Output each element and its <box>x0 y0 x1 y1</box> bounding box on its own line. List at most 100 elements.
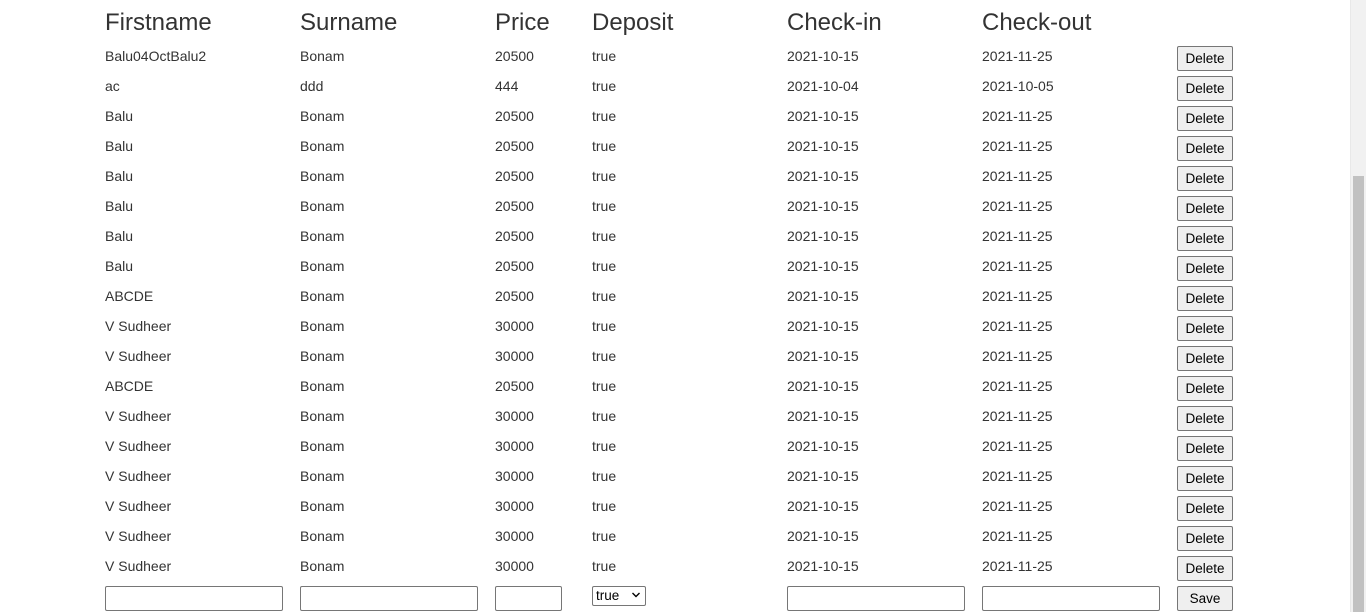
delete-button[interactable]: Delete <box>1177 136 1233 161</box>
cell-checkin: 2021-10-15 <box>787 348 859 364</box>
deposit-select-value: true <box>596 588 620 603</box>
delete-button[interactable]: Delete <box>1177 76 1233 101</box>
delete-button[interactable]: Delete <box>1177 226 1233 251</box>
save-button[interactable]: Save <box>1177 586 1233 611</box>
table-row: V Sudheer Bonam 30000 true 2021-10-15 2021-11… <box>0 344 1350 374</box>
cell-price: 30000 <box>495 558 534 574</box>
surname-input[interactable] <box>300 586 478 611</box>
scrollbar-thumb[interactable] <box>1353 176 1364 612</box>
delete-button[interactable]: Delete <box>1177 376 1233 401</box>
cell-deposit: true <box>592 438 617 454</box>
delete-button[interactable]: Delete <box>1177 256 1233 281</box>
header-checkin: Check-in <box>787 9 882 36</box>
cell-firstname: Balu <box>105 108 134 124</box>
cell-checkout: 2021-11-25 <box>982 258 1053 274</box>
cell-price: 20500 <box>495 168 534 184</box>
cell-firstname: V Sudheer <box>105 468 172 484</box>
cell-price: 30000 <box>495 348 534 364</box>
cell-checkout: 2021-11-25 <box>982 438 1053 454</box>
cell-deposit: true <box>592 498 617 514</box>
cell-price: 20500 <box>495 258 534 274</box>
deposit-select[interactable]: true <box>592 586 646 606</box>
table-row: Balu Bonam 20500 true 2021-10-15 2021-11-25 De… <box>0 104 1350 134</box>
cell-checkin: 2021-10-15 <box>787 498 859 514</box>
vertical-scrollbar[interactable] <box>1350 0 1366 612</box>
cell-deposit: true <box>592 378 617 394</box>
cell-price: 20500 <box>495 228 534 244</box>
cell-firstname: V Sudheer <box>105 408 172 424</box>
chevron-down-icon <box>632 592 640 598</box>
delete-button[interactable]: Delete <box>1177 436 1233 461</box>
cell-checkin: 2021-10-15 <box>787 258 859 274</box>
price-input[interactable] <box>495 586 562 611</box>
cell-checkin: 2021-10-15 <box>787 558 859 574</box>
table-row: V Sudheer Bonam 30000 true 2021-10-15 2021-11… <box>0 554 1350 584</box>
cell-checkin: 2021-10-15 <box>787 378 859 394</box>
checkout-input[interactable] <box>982 586 1160 611</box>
delete-button[interactable]: Delete <box>1177 166 1233 191</box>
delete-button[interactable]: Delete <box>1177 406 1233 431</box>
cell-deposit: true <box>592 258 617 274</box>
delete-button[interactable]: Delete <box>1177 496 1233 521</box>
cell-checkout: 2021-11-25 <box>982 378 1053 394</box>
cell-surname: Bonam <box>300 528 345 544</box>
cell-deposit: true <box>592 168 617 184</box>
cell-checkin: 2021-10-15 <box>787 138 859 154</box>
cell-deposit: true <box>592 528 617 544</box>
cell-checkout: 2021-11-25 <box>982 558 1053 574</box>
cell-checkout: 2021-11-25 <box>982 48 1053 64</box>
table-row: Balu Bonam 20500 true 2021-10-15 2021-11-25 De… <box>0 134 1350 164</box>
cell-deposit: true <box>592 78 617 94</box>
delete-button[interactable]: Delete <box>1177 316 1233 341</box>
cell-firstname: Balu <box>105 138 134 154</box>
cell-price: 20500 <box>495 48 534 64</box>
delete-button[interactable]: Delete <box>1177 466 1233 491</box>
cell-surname: Bonam <box>300 408 345 424</box>
delete-button[interactable]: Delete <box>1177 196 1233 221</box>
cell-checkin: 2021-10-15 <box>787 468 859 484</box>
firstname-input[interactable] <box>105 586 283 611</box>
cell-surname: Bonam <box>300 258 345 274</box>
cell-firstname: ac <box>105 78 120 94</box>
table-row: ac ddd 444 true 2021-10-04 2021-10-05 Delete <box>0 74 1350 104</box>
cell-checkout: 2021-11-25 <box>982 468 1053 484</box>
cell-checkout: 2021-11-25 <box>982 408 1053 424</box>
table-row: V Sudheer Bonam 30000 true 2021-10-15 2021-11… <box>0 404 1350 434</box>
cell-price: 20500 <box>495 378 534 394</box>
table-row: V Sudheer Bonam 30000 true 2021-10-15 2021-11… <box>0 494 1350 524</box>
cell-checkin: 2021-10-15 <box>787 288 859 304</box>
cell-surname: Bonam <box>300 438 345 454</box>
cell-surname: Bonam <box>300 108 345 124</box>
cell-checkin: 2021-10-15 <box>787 48 859 64</box>
checkin-input[interactable] <box>787 586 965 611</box>
delete-button[interactable]: Delete <box>1177 526 1233 551</box>
table-row: Balu Bonam 20500 true 2021-10-15 2021-11-25 De… <box>0 194 1350 224</box>
delete-button[interactable]: Delete <box>1177 346 1233 371</box>
cell-deposit: true <box>592 108 617 124</box>
cell-price: 30000 <box>495 468 534 484</box>
cell-price: 30000 <box>495 408 534 424</box>
cell-firstname: Balu <box>105 258 134 274</box>
cell-surname: Bonam <box>300 228 345 244</box>
header-firstname: Firstname <box>105 9 212 36</box>
cell-surname: Bonam <box>300 378 345 394</box>
cell-deposit: true <box>592 288 617 304</box>
delete-button[interactable]: Delete <box>1177 106 1233 131</box>
cell-checkin: 2021-10-15 <box>787 198 859 214</box>
delete-button[interactable]: Delete <box>1177 286 1233 311</box>
header-surname: Surname <box>300 9 398 36</box>
delete-button[interactable]: Delete <box>1177 46 1233 71</box>
table-row: ABCDE Bonam 20500 true 2021-10-15 2021-11-25 D… <box>0 284 1350 314</box>
cell-surname: Bonam <box>300 138 345 154</box>
cell-firstname: V Sudheer <box>105 438 172 454</box>
cell-checkin: 2021-10-15 <box>787 408 859 424</box>
cell-surname: Bonam <box>300 348 345 364</box>
cell-checkin: 2021-10-15 <box>787 108 859 124</box>
table-row: V Sudheer Bonam 30000 true 2021-10-15 2021-11… <box>0 434 1350 464</box>
cell-firstname: V Sudheer <box>105 498 172 514</box>
table-row: V Sudheer Bonam 30000 true 2021-10-15 2021-11… <box>0 314 1350 344</box>
cell-surname: Bonam <box>300 318 345 334</box>
cell-checkout: 2021-11-25 <box>982 498 1053 514</box>
delete-button[interactable]: Delete <box>1177 556 1233 581</box>
